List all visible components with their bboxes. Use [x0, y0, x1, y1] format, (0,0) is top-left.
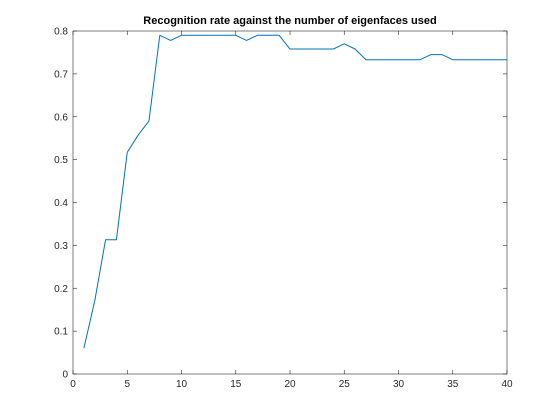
data-point — [126, 151, 129, 154]
y-tick-label: 0.1 — [54, 327, 68, 338]
x-tick-label: 25 — [339, 379, 351, 390]
data-point — [506, 58, 509, 61]
data-point — [256, 34, 259, 37]
data-point — [321, 48, 324, 51]
data-point — [440, 53, 443, 56]
data-point — [158, 34, 161, 37]
y-tick-label: 0.4 — [54, 198, 68, 209]
data-point — [408, 58, 411, 61]
chart-title: Recognition rate against the number of e… — [143, 15, 436, 27]
data-point — [223, 34, 226, 37]
y-tick-label: 0.5 — [54, 155, 68, 166]
data-point — [451, 58, 454, 61]
plot-area — [73, 31, 507, 374]
x-tick-label: 0 — [70, 379, 76, 390]
data-point — [299, 48, 302, 51]
data-point — [332, 48, 335, 51]
x-tick-label: 40 — [501, 379, 513, 390]
data-point — [310, 48, 313, 51]
y-tick-label: 0.3 — [54, 241, 68, 252]
data-point — [419, 58, 422, 61]
data-point — [343, 42, 346, 45]
data-point — [462, 58, 465, 61]
x-tick-label: 5 — [124, 379, 130, 390]
data-point — [289, 48, 292, 51]
y-tick-label: 0 — [62, 370, 68, 381]
data-point — [386, 58, 389, 61]
x-tick-label: 20 — [284, 379, 296, 390]
data-point — [191, 34, 194, 37]
data-point — [473, 58, 476, 61]
data-point — [180, 34, 183, 37]
data-point — [82, 347, 85, 350]
data-point — [364, 58, 367, 61]
data-point — [278, 34, 281, 37]
data-point — [245, 39, 248, 42]
x-tick-label: 30 — [393, 379, 405, 390]
data-point — [375, 58, 378, 61]
data-point — [169, 39, 172, 42]
data-point — [213, 34, 216, 37]
data-point — [234, 34, 237, 37]
data-point — [147, 120, 150, 123]
data-point — [354, 48, 357, 51]
x-tick-label: 35 — [447, 379, 459, 390]
y-tick-label: 0.6 — [54, 112, 68, 123]
data-point — [202, 34, 205, 37]
data-point — [397, 58, 400, 61]
data-point — [115, 238, 118, 241]
y-tick-label: 0.2 — [54, 284, 68, 295]
x-tick-label: 15 — [230, 379, 242, 390]
y-tick-label: 0.8 — [54, 27, 68, 38]
data-point — [137, 134, 140, 137]
data-point — [430, 53, 433, 56]
data-point — [93, 300, 96, 303]
data-point — [104, 238, 107, 241]
data-point — [267, 34, 270, 37]
y-tick-label: 0.7 — [54, 69, 68, 80]
x-tick-label: 10 — [176, 379, 188, 390]
data-point — [495, 58, 498, 61]
data-point — [484, 58, 487, 61]
